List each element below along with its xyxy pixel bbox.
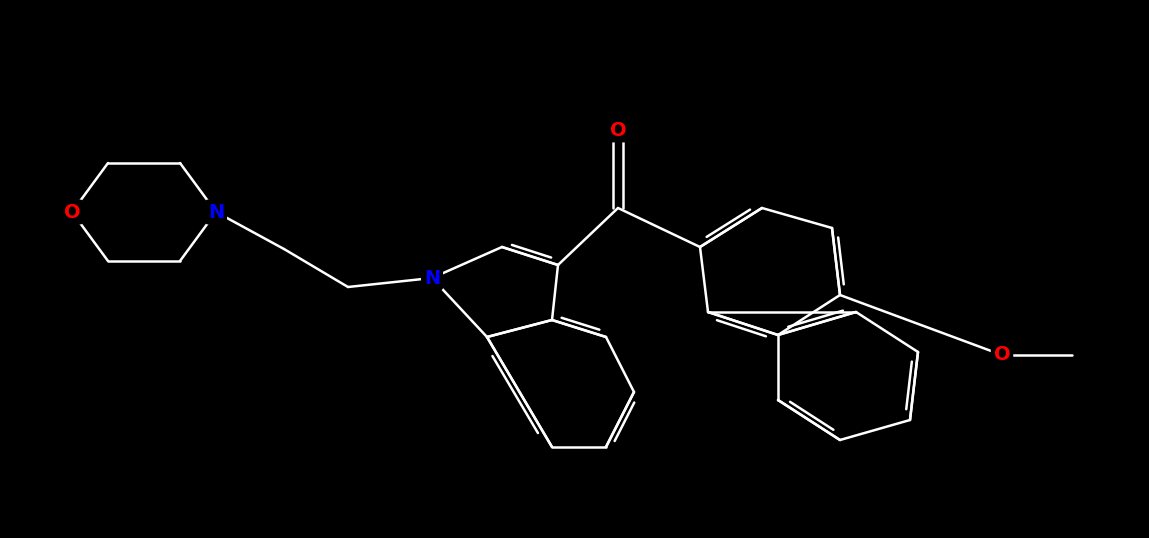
Text: O: O xyxy=(610,121,626,139)
Text: O: O xyxy=(994,345,1010,365)
Text: N: N xyxy=(208,202,224,222)
Text: O: O xyxy=(63,202,80,222)
Text: N: N xyxy=(424,268,440,287)
